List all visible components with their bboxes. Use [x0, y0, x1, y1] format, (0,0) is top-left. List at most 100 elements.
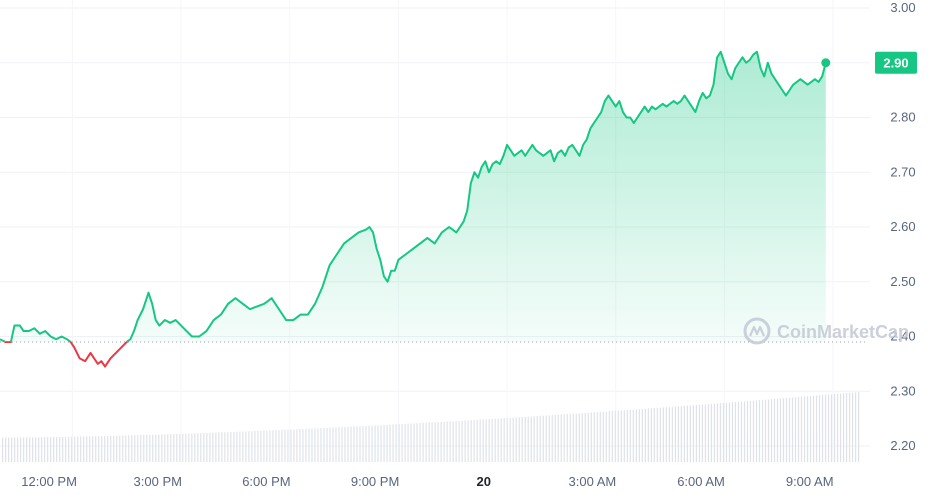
- volume-bar: [68, 436, 70, 462]
- volume-bar: [29, 437, 31, 462]
- volume-bar: [350, 426, 352, 462]
- price-area-fill: [0, 51, 826, 342]
- volume-bar: [167, 434, 169, 462]
- volume-bar: [368, 425, 370, 462]
- volume-bar: [128, 435, 130, 462]
- volume-bar: [377, 425, 379, 462]
- volume-bar: [812, 395, 815, 462]
- volume-bar: [626, 410, 628, 462]
- volume-bar: [422, 422, 424, 462]
- volume-bar: [173, 434, 175, 462]
- volume-bar: [608, 411, 610, 462]
- volume-bar: [74, 436, 76, 462]
- volume-bar: [341, 427, 343, 462]
- y-tick-label: 2.50: [890, 274, 915, 289]
- volume-bar: [596, 412, 598, 462]
- y-tick-label: 2.30: [890, 383, 915, 398]
- volume-bar: [668, 406, 670, 462]
- volume-bar: [635, 409, 637, 462]
- volume-bar: [119, 435, 121, 462]
- volume-bar: [482, 419, 484, 462]
- volume-bar: [851, 392, 854, 462]
- current-price-dot: [821, 58, 831, 68]
- volume-bar: [623, 410, 625, 462]
- volume-bar: [356, 426, 358, 462]
- volume-bar: [59, 436, 61, 462]
- volume-bar: [233, 431, 235, 462]
- volume-bar: [710, 403, 713, 462]
- volume-bar: [386, 424, 388, 462]
- volume-bar: [731, 402, 734, 462]
- volume-bar: [611, 411, 613, 462]
- volume-bar: [638, 409, 640, 462]
- volume-bar: [134, 435, 136, 462]
- volume-bar: [155, 434, 157, 462]
- current-price-badge: 2.90: [875, 51, 917, 74]
- volume-bar: [431, 422, 433, 462]
- volume-bar: [524, 416, 526, 462]
- volume-bar: [575, 413, 577, 462]
- volume-bar: [419, 423, 421, 462]
- watermark-text: CoinMarketCap: [777, 322, 909, 342]
- volume-bar: [620, 410, 622, 462]
- volume-bar: [416, 423, 418, 462]
- y-tick-label: 2.20: [890, 438, 915, 453]
- volume-bar: [158, 434, 160, 462]
- volume-bar: [836, 393, 839, 462]
- volume-bar: [8, 437, 10, 462]
- volume-bar: [779, 398, 782, 462]
- volume-bar: [716, 403, 719, 462]
- volume-bar: [527, 416, 529, 462]
- volume-bar: [458, 420, 460, 462]
- volume-bar: [104, 435, 106, 462]
- volume-bar: [14, 437, 16, 462]
- volume-bar: [389, 424, 391, 462]
- volume-bar: [776, 398, 779, 462]
- volume-bar: [71, 436, 73, 462]
- volume-bar: [107, 435, 109, 462]
- volume-bar: [266, 430, 268, 462]
- volume-bar: [182, 433, 184, 462]
- volume-bar: [743, 401, 746, 462]
- volume-bar: [221, 432, 223, 462]
- volume-bar: [212, 432, 214, 462]
- volume-bar: [569, 413, 571, 462]
- volume-bar: [131, 435, 133, 462]
- volume-bar: [539, 415, 541, 462]
- volume-bar: [401, 424, 403, 462]
- volume-bar: [254, 431, 256, 462]
- volume-bar: [50, 437, 52, 462]
- volume-bar: [758, 400, 761, 462]
- volume-bar: [269, 430, 271, 462]
- volume-bar: [413, 423, 415, 462]
- volume-bar: [773, 398, 776, 462]
- volume-bar: [803, 396, 806, 462]
- volume-bar: [824, 394, 827, 462]
- volume-bar: [848, 392, 851, 462]
- volume-bar: [425, 422, 427, 462]
- volume-bar: [140, 435, 142, 462]
- volume-bar: [311, 428, 313, 462]
- volume-bar: [800, 396, 803, 462]
- volume-bar: [833, 394, 836, 462]
- volume-bar: [557, 414, 559, 462]
- volume-bar: [719, 403, 722, 462]
- volume-bar: [473, 419, 475, 462]
- volume-bar: [164, 434, 166, 462]
- volume-bar: [230, 432, 232, 462]
- volume-bar: [485, 419, 487, 462]
- volume-bar: [44, 437, 46, 462]
- volume-bar: [791, 397, 794, 462]
- volume-bar: [185, 433, 187, 462]
- volume-bar: [122, 435, 124, 462]
- volume-bar: [395, 424, 397, 462]
- volume-bar: [284, 429, 286, 462]
- volume-bar: [80, 436, 82, 462]
- volume-bar: [512, 417, 514, 462]
- volume-bar: [47, 437, 49, 462]
- volume-bar: [818, 395, 821, 462]
- volume-bar: [38, 437, 40, 462]
- volume-bar: [587, 412, 589, 462]
- price-line-rising: [0, 50, 827, 342]
- x-tick-label: 3:00 PM: [134, 474, 182, 489]
